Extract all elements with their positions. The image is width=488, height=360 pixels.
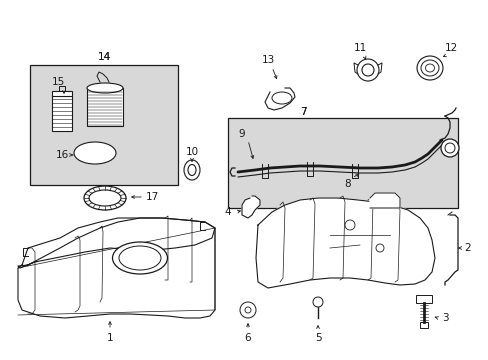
Text: 6: 6 xyxy=(244,333,251,343)
Text: 1: 1 xyxy=(106,333,113,343)
Ellipse shape xyxy=(87,83,123,93)
Polygon shape xyxy=(264,88,294,110)
Bar xyxy=(30,65,178,185)
Ellipse shape xyxy=(416,56,442,80)
Ellipse shape xyxy=(271,92,291,104)
Bar xyxy=(415,295,431,303)
Ellipse shape xyxy=(187,165,196,175)
Polygon shape xyxy=(242,196,260,218)
Ellipse shape xyxy=(361,64,373,76)
Ellipse shape xyxy=(425,64,434,72)
Text: 4: 4 xyxy=(224,207,231,217)
Bar xyxy=(227,118,457,208)
Ellipse shape xyxy=(440,139,458,157)
Text: 5: 5 xyxy=(314,333,321,343)
Circle shape xyxy=(244,307,250,313)
Text: 11: 11 xyxy=(353,43,366,53)
Polygon shape xyxy=(256,198,434,288)
Polygon shape xyxy=(18,228,215,315)
Text: 10: 10 xyxy=(185,147,198,157)
Circle shape xyxy=(375,244,383,252)
Circle shape xyxy=(240,302,256,318)
Text: 16: 16 xyxy=(55,150,68,160)
Text: 3: 3 xyxy=(441,313,447,323)
Text: 2: 2 xyxy=(464,243,470,253)
Ellipse shape xyxy=(74,142,116,164)
Ellipse shape xyxy=(183,160,200,180)
Text: 7: 7 xyxy=(299,107,305,117)
Text: 14: 14 xyxy=(97,52,110,62)
Ellipse shape xyxy=(356,59,378,81)
Ellipse shape xyxy=(420,60,438,76)
Text: 17: 17 xyxy=(145,192,158,202)
Ellipse shape xyxy=(84,186,126,210)
Circle shape xyxy=(345,220,354,230)
Bar xyxy=(52,91,72,96)
Text: 12: 12 xyxy=(444,43,457,53)
Text: 13: 13 xyxy=(261,55,274,65)
Text: 15: 15 xyxy=(51,77,64,87)
Polygon shape xyxy=(18,218,215,268)
Polygon shape xyxy=(18,218,215,318)
Text: 14: 14 xyxy=(97,52,110,62)
Ellipse shape xyxy=(112,242,167,274)
Text: 9: 9 xyxy=(238,129,245,139)
Text: 8: 8 xyxy=(344,179,350,189)
Polygon shape xyxy=(369,193,399,208)
Ellipse shape xyxy=(89,190,121,206)
Ellipse shape xyxy=(119,246,161,270)
Bar xyxy=(87,88,123,126)
Bar xyxy=(52,95,72,131)
Text: 7: 7 xyxy=(299,107,305,117)
Bar xyxy=(419,322,427,328)
Ellipse shape xyxy=(444,143,454,153)
Circle shape xyxy=(312,297,323,307)
